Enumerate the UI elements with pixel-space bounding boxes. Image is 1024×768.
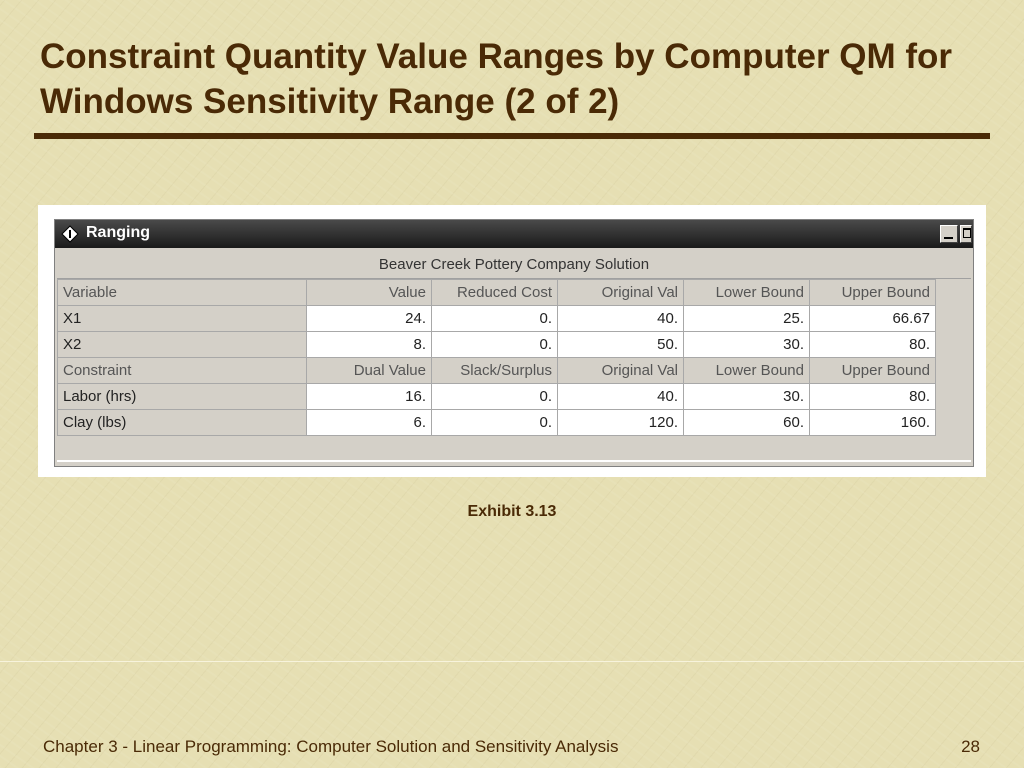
table-cell[interactable]: 80. <box>809 331 936 358</box>
table-header-cell: Original Val <box>557 279 684 306</box>
table-cell[interactable]: 25. <box>683 305 810 332</box>
window-title: Ranging <box>86 224 150 241</box>
ranging-table: Variable Value Reduced Cost Original Val… <box>57 279 936 436</box>
footer-divider <box>0 661 1024 662</box>
table-cell[interactable]: 6. <box>306 409 432 436</box>
minimize-icon[interactable] <box>940 225 958 243</box>
table-row: Labor (hrs) 16. 0. 40. 30. 80. <box>57 383 936 410</box>
table-cell[interactable]: 0. <box>431 409 558 436</box>
table-cell[interactable]: 66.67 <box>809 305 936 332</box>
table-cell[interactable]: 30. <box>683 331 810 358</box>
table-empty-area <box>57 436 971 462</box>
table-cell[interactable]: 160. <box>809 409 936 436</box>
table-cell[interactable]: 16. <box>306 383 432 410</box>
table-header-cell: Slack/Surplus <box>431 357 558 384</box>
ranging-window: Ranging Beaver Creek Pottery Company Sol… <box>54 219 974 467</box>
row-label: Clay (lbs) <box>57 409 307 436</box>
table-row: X2 8. 0. 50. 30. 80. <box>57 331 936 358</box>
table-header-cell: Value <box>306 279 432 306</box>
table-cell[interactable]: 60. <box>683 409 810 436</box>
table-header-cell: Upper Bound <box>809 279 936 306</box>
row-label: Labor (hrs) <box>57 383 307 410</box>
table-header-cell: Lower Bound <box>683 357 810 384</box>
table-cell[interactable]: 24. <box>306 305 432 332</box>
row-label: X1 <box>57 305 307 332</box>
table-header-cell: Reduced Cost <box>431 279 558 306</box>
table-cell[interactable]: 0. <box>431 383 558 410</box>
title-divider <box>34 133 990 139</box>
table-cell[interactable]: 120. <box>557 409 684 436</box>
table-header-cell: Constraint <box>57 357 307 384</box>
table-cell[interactable]: 30. <box>683 383 810 410</box>
table-header-cell: Lower Bound <box>683 279 810 306</box>
table-cell[interactable]: 40. <box>557 305 684 332</box>
table-cell[interactable]: 0. <box>431 305 558 332</box>
app-diamond-icon[interactable] <box>61 225 79 243</box>
window-titlebar[interactable]: Ranging <box>55 220 973 248</box>
footer-text: Chapter 3 - Linear Programming: Computer… <box>43 737 619 756</box>
table-header-cell: Original Val <box>557 357 684 384</box>
exhibit-caption: Exhibit 3.13 <box>467 503 557 520</box>
slide-title: Constraint Quantity Value Ranges by Comp… <box>40 37 953 121</box>
maximize-icon[interactable] <box>960 225 972 243</box>
row-label: X2 <box>57 331 307 358</box>
table-cell[interactable]: 0. <box>431 331 558 358</box>
table-header-cell: Variable <box>57 279 307 306</box>
constraint-header-row: Constraint Dual Value Slack/Surplus Orig… <box>57 357 936 384</box>
solution-title: Beaver Creek Pottery Company Solution <box>57 251 971 279</box>
table-header-cell: Upper Bound <box>809 357 936 384</box>
page-number: 28 <box>961 737 980 756</box>
table-cell[interactable]: 40. <box>557 383 684 410</box>
table-cell[interactable]: 50. <box>557 331 684 358</box>
table-cell[interactable]: 8. <box>306 331 432 358</box>
table-row: Clay (lbs) 6. 0. 120. 60. 160. <box>57 409 936 436</box>
table-row: X1 24. 0. 40. 25. 66.67 <box>57 305 936 332</box>
table-header-cell: Dual Value <box>306 357 432 384</box>
variable-header-row: Variable Value Reduced Cost Original Val… <box>57 279 936 306</box>
table-cell[interactable]: 80. <box>809 383 936 410</box>
